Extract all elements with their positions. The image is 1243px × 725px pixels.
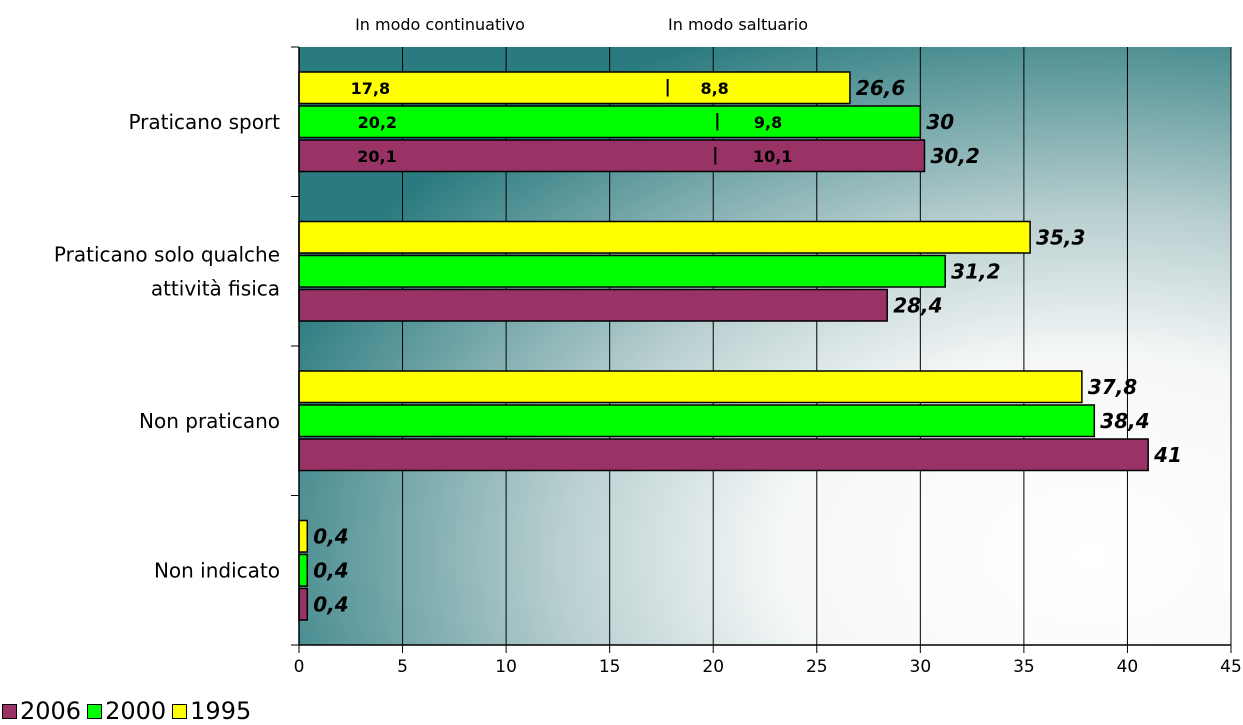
- x-tick-label: 0: [294, 657, 305, 677]
- bar: [298, 288, 888, 322]
- bar-chart: 0 5 10 15 20 25 30 35 40 45 26,6 17,8 8,8 30 20,2 9,8 30…: [54, 15, 1242, 677]
- data-label: 28,4: [893, 293, 942, 317]
- bar: [298, 519, 309, 553]
- bar: [298, 71, 851, 105]
- axes: [291, 46, 1232, 653]
- segment-label: 17,8: [351, 79, 390, 98]
- data-label: 41: [1153, 443, 1182, 467]
- x-tick-label: 35: [1013, 657, 1035, 677]
- legend-label: 2000: [105, 697, 167, 725]
- bars-group: [298, 71, 1149, 621]
- bar: [298, 370, 1083, 404]
- x-tick-label: 30: [910, 657, 932, 677]
- x-tick-label: 45: [1220, 657, 1242, 677]
- legend-swatch: [87, 703, 103, 719]
- legend-swatch: [172, 703, 188, 719]
- labels-group: 0 5 10 15 20 25 30 35 40 45 26,6 17,8 8,8 30 20,2 9,8 30…: [54, 15, 1242, 677]
- data-label: 0,4: [313, 558, 348, 582]
- x-tick-label: 10: [495, 657, 517, 677]
- bar: [298, 254, 946, 288]
- segment-label: 9,8: [754, 113, 782, 132]
- bar: [298, 220, 1031, 254]
- x-tick-label: 40: [1117, 657, 1139, 677]
- header-label: In modo saltuario: [668, 15, 808, 34]
- segment-label: 8,8: [700, 79, 728, 98]
- segment-label: 10,1: [753, 147, 792, 166]
- data-label: 0,4: [313, 524, 348, 548]
- bar: [298, 438, 1149, 472]
- bar: [298, 404, 1096, 438]
- legend-item: 1995: [172, 697, 251, 725]
- data-label: 38,4: [1100, 409, 1149, 433]
- bar: [298, 139, 926, 173]
- legend-item: 2006: [2, 697, 81, 725]
- data-label: 30: [926, 110, 954, 134]
- legend-label: 1995: [190, 697, 252, 725]
- bar: [298, 587, 309, 621]
- legend-swatch: [2, 703, 17, 719]
- legend-item: 2000: [87, 697, 166, 725]
- category-label: attività fisica: [151, 276, 280, 300]
- category-label: Non indicato: [154, 558, 280, 582]
- data-label: 31,2: [951, 259, 1000, 283]
- segment-label: 20,2: [358, 113, 397, 132]
- category-label: Praticano sport: [128, 110, 280, 134]
- segment-label: 20,1: [357, 147, 396, 166]
- category-label: Praticano solo qualche: [54, 242, 280, 266]
- header-label: In modo continuativo: [355, 15, 525, 34]
- legend: 2006 2000 1995: [2, 697, 257, 725]
- category-label: Non praticano: [139, 409, 280, 433]
- x-tick-label: 25: [806, 657, 828, 677]
- data-label: 37,8: [1088, 375, 1137, 399]
- legend-label: 2006: [20, 697, 82, 725]
- data-label: 26,6: [856, 76, 905, 100]
- data-label: 0,4: [313, 592, 348, 616]
- x-tick-label: 20: [702, 657, 724, 677]
- bar: [298, 553, 309, 587]
- data-label: 30,2: [930, 144, 979, 168]
- x-tick-label: 15: [599, 657, 621, 677]
- data-label: 35,3: [1036, 225, 1085, 249]
- bar: [298, 105, 922, 139]
- x-tick-label: 5: [397, 657, 408, 677]
